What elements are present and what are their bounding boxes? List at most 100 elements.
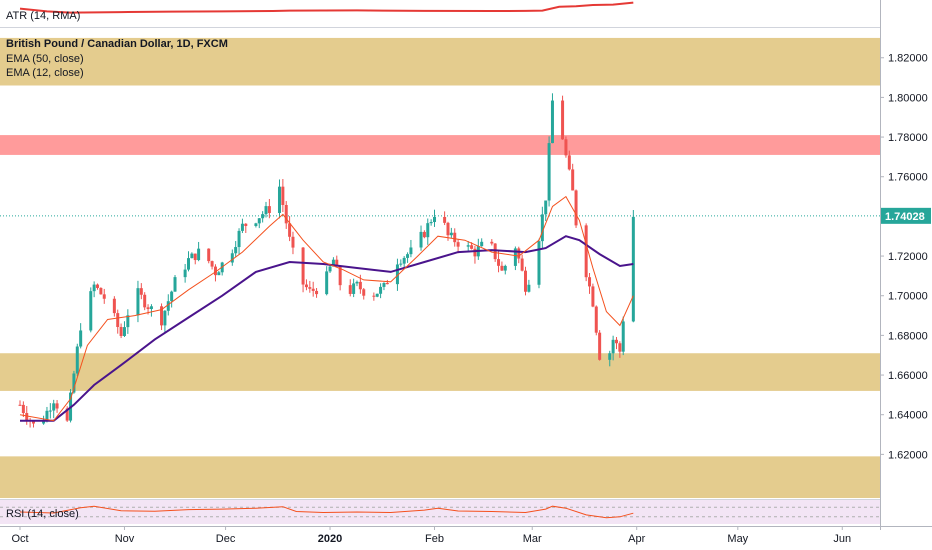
candle-body [143, 294, 147, 308]
candle [31, 420, 35, 428]
candle [234, 241, 238, 257]
candle [308, 280, 312, 293]
candle-body [126, 315, 130, 328]
y-tick-label: 1.72000 [888, 251, 928, 263]
zone-red-1 [0, 135, 880, 155]
candle-body [75, 346, 79, 374]
candle-body [335, 259, 339, 267]
candle-body [315, 290, 319, 295]
candle [433, 209, 437, 227]
x-tick-label: Oct [11, 533, 28, 545]
candle [500, 261, 504, 271]
candle [28, 417, 32, 428]
candle [476, 238, 480, 260]
candle [399, 259, 403, 267]
candle-body [48, 410, 52, 412]
zone-tan-3 [0, 456, 880, 498]
candle-body [112, 298, 116, 314]
rsi-pane [0, 500, 880, 524]
candle [564, 136, 568, 158]
candle-body [564, 139, 568, 156]
candle-body [149, 306, 153, 310]
candle [513, 246, 517, 271]
candle-body [234, 247, 238, 254]
candle-body [190, 253, 194, 259]
y-tick-label: 1.80000 [888, 92, 928, 104]
candle [139, 283, 143, 300]
candle [409, 239, 413, 258]
candle [348, 279, 352, 297]
candle-body [419, 231, 423, 248]
candle-body [352, 283, 356, 294]
candle [75, 343, 79, 377]
candle [611, 335, 615, 361]
candle-body [122, 327, 126, 336]
candle-body [456, 242, 460, 247]
y-tick-label: 1.70000 [888, 291, 928, 303]
candle-body [244, 223, 248, 227]
candle-body [160, 306, 164, 326]
candle-body [399, 263, 403, 265]
candle [614, 336, 618, 350]
candle-body [480, 241, 484, 247]
legend-ema50: EMA (50, close) [6, 53, 84, 65]
candle [237, 228, 241, 255]
candle [473, 245, 477, 264]
support-resistance-zones [0, 37, 880, 498]
candle [598, 330, 602, 361]
candle [230, 249, 234, 266]
candle-body [409, 247, 413, 255]
candle [618, 341, 622, 358]
candle-body [267, 206, 271, 213]
candle [99, 287, 103, 295]
candle [449, 227, 453, 238]
candle [281, 178, 285, 213]
candle [79, 323, 83, 349]
candle [355, 280, 359, 287]
candle [126, 309, 130, 334]
candle-body [490, 241, 494, 244]
candle-body [375, 293, 379, 297]
candle-body [355, 281, 359, 284]
x-tick-label: Feb [425, 533, 444, 545]
candle-body [449, 232, 453, 236]
candle-body [89, 291, 93, 331]
candle [311, 281, 315, 297]
candle [466, 241, 470, 251]
candle [21, 401, 25, 418]
candle [160, 303, 164, 331]
candle-body [207, 248, 211, 262]
candle-body [513, 248, 517, 266]
candle [136, 280, 140, 323]
candle [96, 283, 100, 290]
candle [422, 230, 426, 239]
candle [190, 252, 194, 259]
candle-body [382, 283, 386, 287]
candle-body [166, 301, 170, 311]
candle-body [136, 288, 140, 316]
candlesticks [18, 93, 635, 428]
candle-body [328, 266, 332, 272]
candle-body [139, 288, 143, 295]
candle [608, 350, 612, 367]
candle [588, 273, 592, 294]
candle-body [348, 285, 352, 294]
candle [550, 93, 554, 144]
candle [584, 223, 588, 282]
candle-body [31, 421, 35, 424]
candle-body [331, 259, 335, 267]
zone-tan-0 [0, 37, 880, 86]
candle [149, 304, 153, 317]
rsi-label: RSI (14, close) [6, 508, 79, 520]
candle-body [163, 310, 167, 326]
candle-body [79, 330, 83, 347]
candle [116, 309, 120, 334]
candle [547, 136, 551, 207]
candle [291, 231, 295, 255]
candle [524, 266, 527, 296]
candle [406, 252, 410, 263]
chart-title: British Pound / Canadian Dollar, 1D, FXC… [6, 38, 228, 50]
candle [497, 251, 501, 273]
last-price-badge [881, 207, 931, 224]
